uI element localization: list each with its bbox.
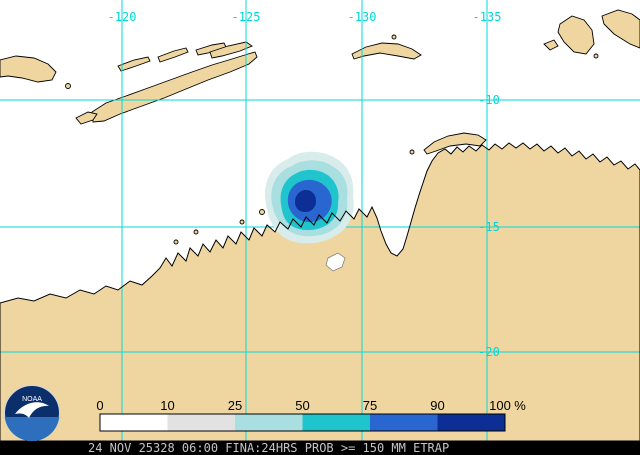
islands bbox=[0, 9, 640, 245]
grid-labels: -120 -125 -130 -135 -10 -15 -20 bbox=[108, 10, 502, 359]
island-rote bbox=[75, 111, 98, 125]
footer-bar bbox=[0, 441, 640, 455]
contour-p90 bbox=[295, 190, 316, 212]
island-tanimbar bbox=[557, 15, 595, 55]
colorbar-tick-label: 50 bbox=[295, 398, 309, 413]
lon-label: -130 bbox=[348, 10, 377, 24]
colorbar-segment bbox=[437, 414, 505, 431]
colorbar-segment bbox=[167, 414, 235, 431]
islet-kimberley-4 bbox=[259, 209, 265, 215]
islet-kimberley-1 bbox=[173, 239, 179, 245]
noaa-logo-text: NOAA bbox=[22, 396, 42, 403]
island-dot-2 bbox=[593, 53, 599, 59]
island-kai bbox=[601, 9, 640, 49]
colorbar-legend: 0 10 25 50 75 90 100 % bbox=[96, 398, 526, 432]
lat-label: -20 bbox=[478, 345, 500, 359]
noaa-logo-bird bbox=[15, 402, 49, 418]
lat-label: -10 bbox=[478, 93, 500, 107]
noaa-logo: NOAA bbox=[4, 385, 60, 442]
island-chain-1 bbox=[117, 56, 151, 72]
colorbar-segment bbox=[100, 414, 168, 431]
colorbar-segment bbox=[235, 414, 303, 431]
colorbar-segment bbox=[302, 414, 370, 431]
island-dot-1 bbox=[391, 34, 397, 40]
lon-label: -135 bbox=[473, 10, 502, 24]
islet-kimberley-2 bbox=[193, 229, 199, 235]
footer-text: 24 NOV 25328 06:00 FINA:24HRS PROB >= 15… bbox=[88, 441, 449, 455]
lon-label: -120 bbox=[108, 10, 137, 24]
colorbar-tick-label: 10 bbox=[160, 398, 174, 413]
footer: 24 NOV 25328 06:00 FINA:24HRS PROB >= 15… bbox=[0, 441, 640, 455]
island-timor bbox=[91, 51, 258, 123]
noaa-logo-sea bbox=[4, 417, 60, 442]
island-chain-2 bbox=[157, 47, 189, 63]
island-dot-3 bbox=[409, 149, 415, 155]
colorbar-tick-label: 90 bbox=[430, 398, 444, 413]
lake bbox=[325, 252, 346, 272]
island-savu bbox=[65, 83, 71, 89]
colorbar-unit-label: % bbox=[514, 398, 526, 413]
colorbar bbox=[99, 413, 506, 432]
colorbar-tick-label: 100 bbox=[489, 398, 511, 413]
lon-label: -125 bbox=[232, 10, 261, 24]
lat-label: -15 bbox=[478, 220, 500, 234]
island-sumba bbox=[0, 55, 57, 83]
colorbar-tick-label: 75 bbox=[363, 398, 377, 413]
precip-probability-contours bbox=[264, 151, 354, 244]
island-melville bbox=[423, 132, 487, 155]
colorbar-tick-label: 0 bbox=[96, 398, 103, 413]
colorbar-tick-label: 25 bbox=[228, 398, 242, 413]
island-small-1 bbox=[543, 39, 559, 51]
colorbar-segment bbox=[370, 414, 438, 431]
islet-kimberley-3 bbox=[239, 219, 245, 225]
lat-lon-grid bbox=[0, 0, 640, 441]
colorbar-border bbox=[99, 413, 506, 432]
